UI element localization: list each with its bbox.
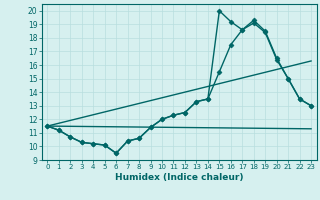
X-axis label: Humidex (Indice chaleur): Humidex (Indice chaleur) <box>115 173 244 182</box>
